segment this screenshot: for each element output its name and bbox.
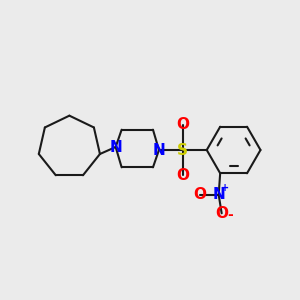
Text: N: N — [153, 142, 165, 158]
Text: -: - — [227, 208, 233, 222]
Text: O: O — [176, 117, 189, 132]
Text: S: S — [177, 142, 188, 158]
Text: N: N — [212, 187, 225, 202]
Text: +: + — [221, 183, 229, 193]
Text: O: O — [194, 187, 207, 202]
Text: O: O — [176, 168, 189, 183]
Text: O: O — [215, 206, 228, 221]
Text: N: N — [109, 140, 122, 154]
